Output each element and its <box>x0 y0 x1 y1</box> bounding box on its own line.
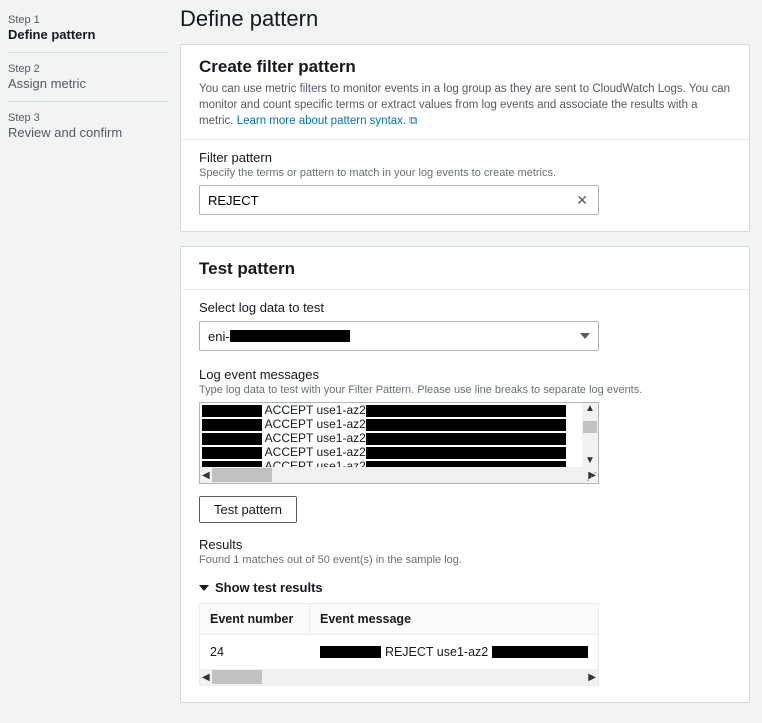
table-row: 24 REJECT use1-az2 <box>200 635 598 669</box>
pattern-syntax-link[interactable]: Learn more about pattern syntax.⧉ <box>237 115 418 127</box>
log-messages-hint: Type log data to test with your Filter P… <box>199 384 731 396</box>
show-results-toggle[interactable]: Show test results <box>199 580 323 595</box>
chevron-down-icon <box>580 333 590 339</box>
cell-event-number: 24 <box>200 635 310 669</box>
triangle-down-icon <box>199 585 209 591</box>
log-messages-label: Log event messages <box>199 367 731 382</box>
log-data-select[interactable]: eni- <box>199 321 599 351</box>
filter-pattern-input-wrap: ✕ <box>199 185 599 215</box>
select-log-label: Select log data to test <box>199 300 731 315</box>
cell-event-message: REJECT use1-az2 <box>310 635 598 669</box>
results-table-header: Event number Event message <box>200 604 598 635</box>
create-filter-panel: Create filter pattern You can use metric… <box>180 44 750 232</box>
test-pattern-heading: Test pattern <box>199 259 731 279</box>
scrollbar-thumb[interactable] <box>212 670 262 684</box>
scroll-left-icon[interactable]: ◀ <box>200 470 212 481</box>
step-divider <box>8 101 168 102</box>
step-divider <box>8 52 168 53</box>
results-label: Results <box>199 537 731 552</box>
step-2[interactable]: Step 2 Assign metric <box>8 57 168 97</box>
filter-pattern-label: Filter pattern <box>199 150 731 165</box>
step-3[interactable]: Step 3 Review and confirm <box>8 106 168 146</box>
results-table: Event number Event message 24 REJECT use… <box>199 603 599 686</box>
wizard-steps: Step 1 Define pattern Step 2 Assign metr… <box>0 0 180 723</box>
horizontal-scrollbar[interactable]: ◀ ▶ ⋰ <box>200 467 598 483</box>
results-summary: Found 1 matches out of 50 event(s) in th… <box>199 554 731 566</box>
scroll-left-icon[interactable]: ◀ <box>200 672 212 683</box>
page-title: Define pattern <box>180 6 750 32</box>
create-filter-heading: Create filter pattern <box>199 57 731 77</box>
create-filter-desc: You can use metric filters to monitor ev… <box>199 81 731 129</box>
filter-pattern-hint: Specify the terms or pattern to match in… <box>199 167 731 179</box>
test-pattern-panel: Test pattern Select log data to test eni… <box>180 246 750 703</box>
log-events-textarea[interactable]: ACCEPT use1-az2 ACCEPT use1-az2 ACCEPT u… <box>199 402 599 484</box>
external-link-icon: ⧉ <box>409 113 417 129</box>
scroll-down-icon[interactable]: ▼ <box>585 455 595 467</box>
scroll-right-icon[interactable]: ▶ <box>586 672 598 683</box>
scroll-up-icon[interactable]: ▲ <box>585 403 595 415</box>
vertical-scrollbar[interactable]: ▲ ▼ <box>582 403 598 467</box>
results-horizontal-scrollbar[interactable]: ◀ ▶ <box>200 669 598 685</box>
test-pattern-button[interactable]: Test pattern <box>199 496 297 523</box>
scrollbar-thumb[interactable] <box>583 421 597 433</box>
step-1[interactable]: Step 1 Define pattern <box>8 8 168 48</box>
filter-pattern-input[interactable] <box>208 193 574 208</box>
scrollbar-thumb[interactable] <box>212 468 272 482</box>
col-event-number: Event number <box>200 604 310 634</box>
log-data-select-value: eni- <box>208 329 350 344</box>
footer-buttons: Cancel Next <box>180 717 750 723</box>
clear-input-icon[interactable]: ✕ <box>574 192 590 209</box>
resize-grip-icon[interactable]: ⋰ <box>586 470 597 483</box>
main-content: Define pattern Create filter pattern You… <box>180 0 762 723</box>
col-event-message: Event message <box>310 604 598 634</box>
